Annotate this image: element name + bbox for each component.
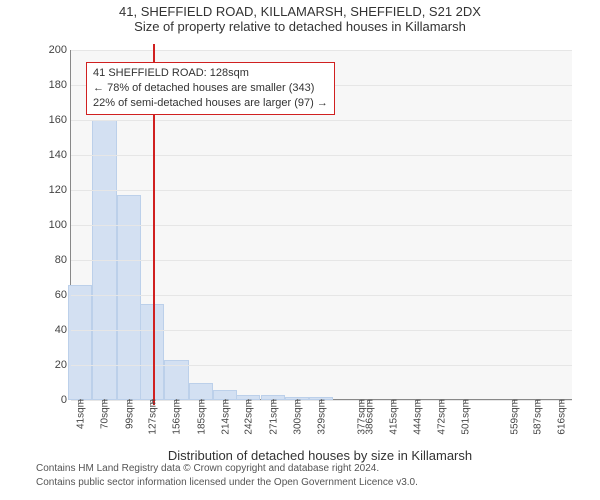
info-box-line: ← 78% of detached houses are smaller (34… xyxy=(93,81,328,96)
y-tick-label: 100 xyxy=(49,219,71,231)
x-tick-label: 156sqm xyxy=(170,399,183,435)
x-tick-label: 559sqm xyxy=(507,399,520,435)
gridline xyxy=(71,330,572,331)
y-tick-label: 160 xyxy=(49,114,71,126)
gridline xyxy=(71,295,572,296)
x-tick-label: 300sqm xyxy=(290,399,303,435)
info-box-line: 41 SHEFFIELD ROAD: 128sqm xyxy=(93,66,328,81)
x-tick-label: 127sqm xyxy=(146,399,159,435)
gridline xyxy=(71,365,572,366)
page-title: 41, SHEFFIELD ROAD, KILLAMARSH, SHEFFIEL… xyxy=(0,4,600,19)
footer-line-1: Contains HM Land Registry data © Crown c… xyxy=(36,462,418,476)
y-tick-label: 140 xyxy=(49,149,71,161)
x-tick-label: 70sqm xyxy=(98,399,111,429)
info-box: 41 SHEFFIELD ROAD: 128sqm← 78% of detach… xyxy=(86,62,335,115)
x-tick-label: 616sqm xyxy=(555,399,568,435)
y-tick-label: 80 xyxy=(55,254,71,266)
y-tick-label: 60 xyxy=(55,289,71,301)
gridline xyxy=(71,190,572,191)
x-tick-label: 386sqm xyxy=(362,399,375,435)
gridline xyxy=(71,225,572,226)
footer: Contains HM Land Registry data © Crown c… xyxy=(36,462,418,489)
gridline xyxy=(71,260,572,261)
x-tick-label: 501sqm xyxy=(459,399,472,435)
y-tick-label: 20 xyxy=(55,359,71,371)
y-tick-label: 40 xyxy=(55,324,71,336)
histogram-bar xyxy=(189,383,213,401)
x-tick-label: 271sqm xyxy=(266,399,279,435)
x-tick-label: 415sqm xyxy=(387,399,400,435)
x-tick-label: 214sqm xyxy=(218,399,231,435)
gridline xyxy=(71,50,572,51)
y-tick-label: 120 xyxy=(49,184,71,196)
y-tick-label: 180 xyxy=(49,79,71,91)
chart-container: Number of detached properties 0204060801… xyxy=(50,42,590,437)
gridline xyxy=(71,155,572,156)
x-tick-label: 242sqm xyxy=(242,399,255,435)
info-box-line: 22% of semi-detached houses are larger (… xyxy=(93,96,328,111)
y-tick-label: 0 xyxy=(61,394,71,406)
x-tick-label: 587sqm xyxy=(531,399,544,435)
footer-line-2: Contains public sector information licen… xyxy=(36,476,418,490)
y-tick-label: 200 xyxy=(49,44,71,56)
plot-area: 02040608010012014016018020041sqm70sqm99s… xyxy=(70,50,572,400)
x-tick-label: 472sqm xyxy=(434,399,447,435)
page-subtitle: Size of property relative to detached ho… xyxy=(0,19,600,34)
x-tick-label: 185sqm xyxy=(194,399,207,435)
histogram-bar xyxy=(68,285,92,401)
x-axis-title: Distribution of detached houses by size … xyxy=(50,448,590,463)
gridline xyxy=(71,120,572,121)
x-tick-label: 329sqm xyxy=(315,399,328,435)
x-tick-label: 444sqm xyxy=(411,399,424,435)
x-tick-label: 99sqm xyxy=(122,399,135,429)
x-tick-label: 41sqm xyxy=(74,399,87,429)
